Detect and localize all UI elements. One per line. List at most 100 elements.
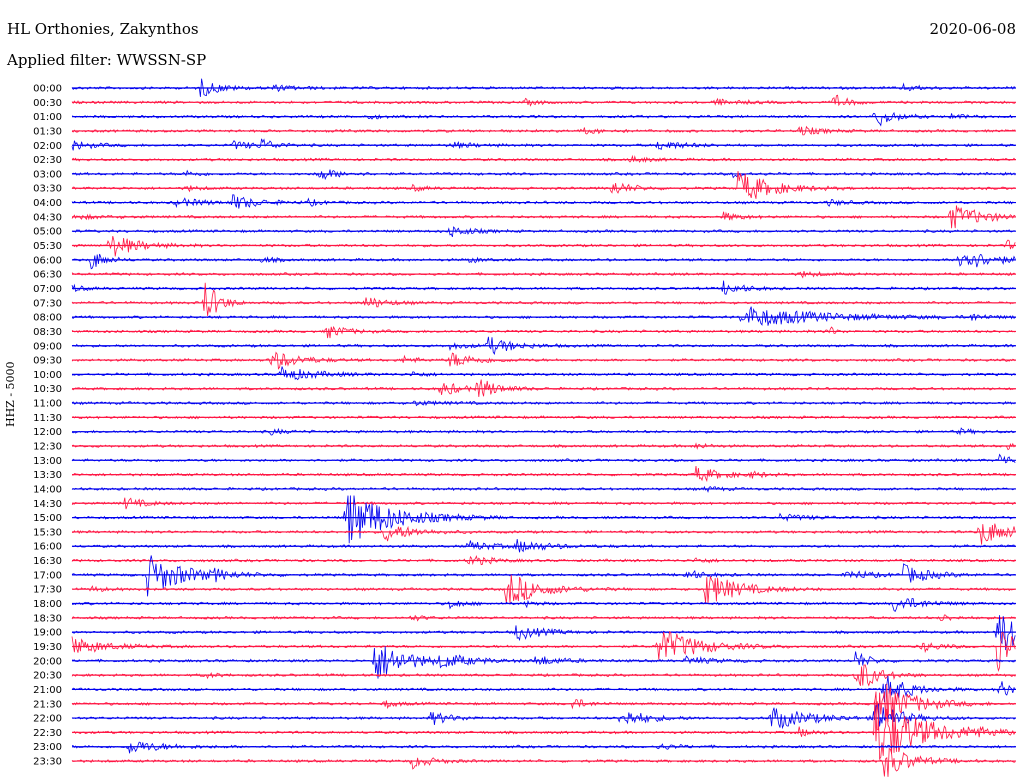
trace-waveform xyxy=(71,554,1016,566)
time-label: 21:30 xyxy=(33,699,62,710)
time-label: 20:30 xyxy=(33,671,62,682)
trace-waveform xyxy=(71,169,1016,181)
trace-waveform xyxy=(71,226,1016,238)
trace-row: 02:30 xyxy=(33,154,1016,166)
trace-row: 04:30 xyxy=(33,205,1016,229)
time-label: 19:00 xyxy=(33,628,62,639)
record-date: 2020-06-08 xyxy=(929,20,1016,38)
trace-row: 01:30 xyxy=(33,125,1016,137)
trace-waveform xyxy=(71,271,1016,279)
trace-row: 16:30 xyxy=(33,554,1016,567)
time-label: 15:30 xyxy=(33,527,62,538)
time-label: 22:30 xyxy=(33,728,62,739)
time-label: 19:30 xyxy=(33,642,62,653)
trace-row: 15:00 xyxy=(33,495,1016,544)
time-label: 14:00 xyxy=(33,484,62,495)
trace-row: 13:30 xyxy=(33,466,1016,483)
trace-row: 07:00 xyxy=(33,280,1016,295)
trace-waveform xyxy=(71,351,1016,370)
trace-row: 18:00 xyxy=(33,598,1016,613)
trace-waveform xyxy=(71,699,1016,761)
time-label: 04:30 xyxy=(33,212,62,223)
time-label: 00:30 xyxy=(33,98,62,109)
trace-waveform xyxy=(71,703,1016,730)
trace-waveform xyxy=(71,306,1016,326)
time-label: 15:00 xyxy=(33,513,62,524)
trace-waveform xyxy=(71,171,1016,199)
trace-row: 05:30 xyxy=(33,236,1016,257)
station-title: HL Orthonies, Zakynthos xyxy=(7,20,199,38)
trace-row: 06:00 xyxy=(33,253,1016,270)
trace-waveform xyxy=(71,194,1016,209)
trace-row: 05:00 xyxy=(33,226,1016,238)
trace-waveform xyxy=(71,94,1016,107)
trace-row: 17:30 xyxy=(33,574,1016,604)
trace-waveform xyxy=(71,683,1016,731)
trace-row: 10:00 xyxy=(33,366,1016,381)
time-label: 10:00 xyxy=(33,370,62,381)
trace-row: 11:00 xyxy=(33,399,1016,410)
trace-row: 09:00 xyxy=(33,336,1016,355)
time-label: 09:30 xyxy=(33,356,62,367)
trace-row: 16:00 xyxy=(33,538,1016,553)
time-label: 02:00 xyxy=(33,141,62,152)
trace-row: 14:30 xyxy=(33,497,1016,510)
trace-row: 00:30 xyxy=(33,94,1016,109)
time-label: 05:30 xyxy=(33,241,62,252)
trace-row: 04:00 xyxy=(33,194,1016,209)
trace-row: 02:00 xyxy=(33,138,1016,152)
time-label: 01:00 xyxy=(33,112,62,123)
trace-row: 19:00 xyxy=(33,615,1016,651)
trace-waveform xyxy=(71,614,1016,622)
trace-row: 18:30 xyxy=(33,613,1016,624)
trace-waveform xyxy=(71,442,1016,451)
trace-waveform xyxy=(71,598,1016,613)
time-label: 01:30 xyxy=(33,126,62,137)
trace-row: 10:30 xyxy=(33,379,1016,397)
time-label: 18:30 xyxy=(33,613,62,624)
trace-waveform xyxy=(71,453,1016,464)
time-label: 13:30 xyxy=(33,470,62,481)
trace-waveform xyxy=(71,646,1016,679)
time-label: 07:30 xyxy=(33,298,62,309)
trace-waveform xyxy=(71,154,1016,164)
time-label: 03:30 xyxy=(33,184,62,195)
trace-row: 08:30 xyxy=(33,325,1016,339)
trace-waveform xyxy=(71,466,1016,483)
time-label: 02:30 xyxy=(33,155,62,166)
trace-row: 11:30 xyxy=(33,413,1016,424)
trace-row: 06:30 xyxy=(33,270,1016,281)
trace-waveform xyxy=(72,495,1016,544)
time-label: 05:00 xyxy=(33,227,62,238)
trace-waveform xyxy=(71,555,1016,597)
trace-waveform xyxy=(71,574,1016,604)
trace-waveform xyxy=(71,125,1016,136)
trace-waveform xyxy=(71,138,1016,151)
trace-waveform xyxy=(71,379,1016,397)
trace-waveform xyxy=(71,325,1016,339)
time-label: 20:00 xyxy=(33,656,62,667)
trace-row: 21:30 xyxy=(33,683,1016,731)
trace-waveform xyxy=(71,280,1016,295)
trace-row: 08:00 xyxy=(33,306,1016,326)
trace-waveform xyxy=(71,675,1016,703)
trace-waveform xyxy=(71,400,1016,407)
time-label: 07:00 xyxy=(33,284,62,295)
trace-row: 01:00 xyxy=(33,111,1016,127)
time-label: 04:00 xyxy=(33,198,62,209)
trace-waveform xyxy=(71,336,1016,355)
trace-row: 03:30 xyxy=(33,171,1016,199)
trace-waveform xyxy=(71,615,1016,651)
time-label: 13:00 xyxy=(33,456,62,467)
time-label: 18:00 xyxy=(33,599,62,610)
time-label: 23:30 xyxy=(33,757,62,768)
trace-row: 14:00 xyxy=(33,484,1016,495)
trace-row: 21:00 xyxy=(33,675,1016,703)
trace-waveform xyxy=(71,282,1016,316)
time-label: 10:30 xyxy=(33,384,62,395)
trace-row: 22:00 xyxy=(33,703,1016,730)
time-label: 06:30 xyxy=(33,270,62,281)
time-label: 16:30 xyxy=(33,556,62,567)
time-label: 12:30 xyxy=(33,442,62,453)
